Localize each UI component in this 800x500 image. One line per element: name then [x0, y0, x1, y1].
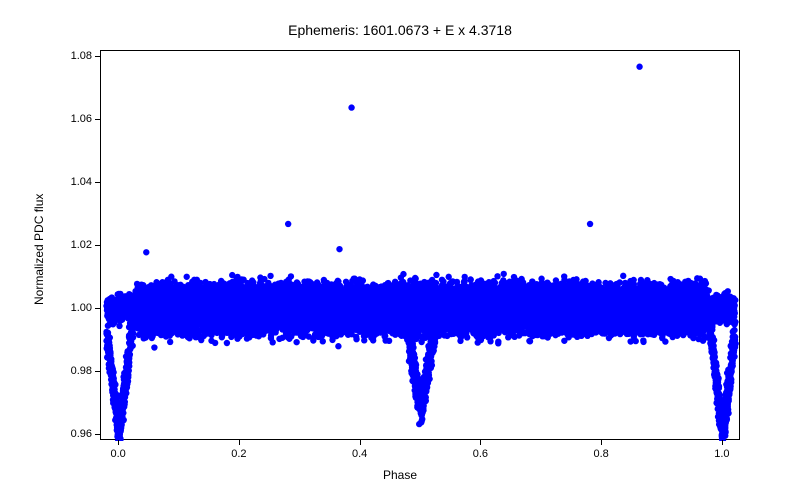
y-axis-label: Normalized PDC flux	[32, 194, 46, 305]
y-tick-label: 1.02	[58, 239, 92, 251]
y-tick-label: 1.00	[58, 302, 92, 314]
figure: Ephemeris: 1601.0673 + E x 4.3718 Phase …	[0, 0, 800, 500]
x-tick	[118, 440, 119, 445]
x-tick	[360, 440, 361, 445]
y-tick-label: 1.06	[58, 113, 92, 125]
chart-title: Ephemeris: 1601.0673 + E x 4.3718	[0, 22, 800, 38]
y-tick-label: 1.08	[58, 50, 92, 62]
y-tick	[95, 182, 100, 183]
x-tick-label: 0.4	[352, 448, 367, 460]
y-tick-label: 1.04	[58, 176, 92, 188]
y-tick	[95, 119, 100, 120]
x-tick	[239, 440, 240, 445]
x-tick-label: 1.0	[714, 448, 729, 460]
x-tick-label: 0.0	[110, 448, 125, 460]
x-tick-label: 0.2	[231, 448, 246, 460]
x-tick	[601, 440, 602, 445]
y-tick	[95, 434, 100, 435]
x-tick	[722, 440, 723, 445]
x-axis-label: Phase	[0, 468, 800, 482]
y-tick	[95, 245, 100, 246]
x-tick-label: 0.8	[593, 448, 608, 460]
y-tick-label: 0.98	[58, 365, 92, 377]
x-tick-label: 0.6	[473, 448, 488, 460]
x-tick	[480, 440, 481, 445]
y-tick-label: 0.96	[58, 428, 92, 440]
plot-area	[100, 50, 740, 440]
scatter-points	[101, 51, 741, 441]
y-tick	[95, 308, 100, 309]
y-tick	[95, 371, 100, 372]
y-tick	[95, 56, 100, 57]
